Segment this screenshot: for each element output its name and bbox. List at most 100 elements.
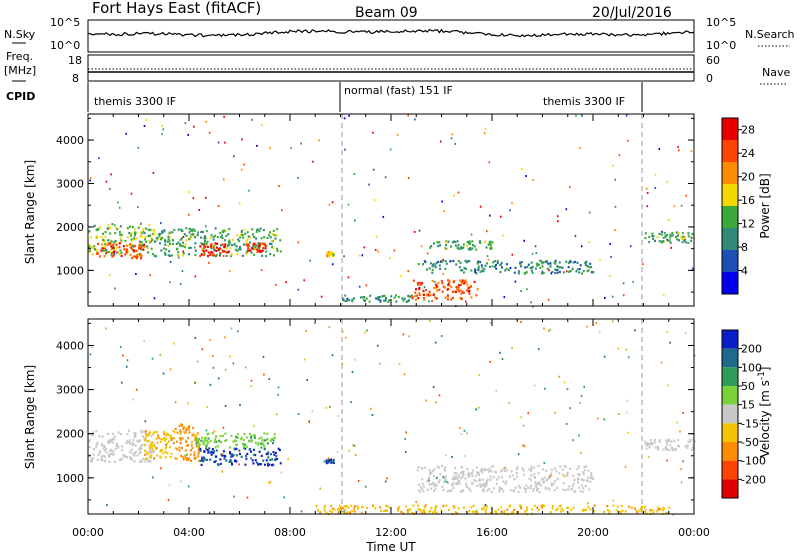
power-cell xyxy=(318,139,320,142)
power-cell xyxy=(237,248,240,251)
power-cell xyxy=(191,232,194,236)
velocity-cell xyxy=(655,510,658,513)
velocity-cell xyxy=(409,508,412,511)
power-cell xyxy=(258,249,261,252)
power-cell xyxy=(92,246,95,249)
power-cell xyxy=(211,245,214,248)
velocity-cell xyxy=(113,435,116,438)
velocity-cell xyxy=(110,448,113,451)
power-cell xyxy=(520,261,523,264)
power-cell xyxy=(426,294,428,297)
power-cell xyxy=(225,251,228,254)
power-cell xyxy=(546,260,548,263)
x-tick-label: 16:00 xyxy=(476,526,508,539)
velocity-cell xyxy=(497,476,500,479)
power-cell xyxy=(182,250,184,253)
velocity-cell xyxy=(254,459,257,462)
velocity-cell xyxy=(649,438,652,442)
velocity-cell xyxy=(588,488,591,491)
power-cell xyxy=(680,204,683,207)
power-cell xyxy=(96,235,99,238)
power-cell xyxy=(272,247,275,250)
power-cell xyxy=(423,293,425,296)
power-cell xyxy=(599,259,601,262)
power-cell xyxy=(118,246,121,249)
power-cell xyxy=(246,238,249,241)
x-tick-label: 00:00 xyxy=(72,526,104,539)
velocity-cell xyxy=(88,440,91,443)
power-cell xyxy=(114,232,117,235)
velocity-cell xyxy=(140,431,143,434)
power-cell xyxy=(109,242,112,245)
velocity-cell xyxy=(214,446,217,449)
power-cell xyxy=(326,254,329,257)
power-cell xyxy=(210,251,213,254)
velocity-cell xyxy=(144,449,146,452)
power-cell xyxy=(347,203,350,206)
power-cell xyxy=(112,248,115,251)
velocity-cell xyxy=(440,335,443,338)
power-cell xyxy=(432,263,435,266)
power-cell xyxy=(376,297,378,300)
power-cell xyxy=(126,227,129,230)
power-cell xyxy=(279,239,282,242)
power-cell xyxy=(414,291,417,294)
velocity-cell xyxy=(305,329,307,332)
velocity-cell xyxy=(176,457,179,460)
power-cell xyxy=(557,220,559,222)
velocity-cell xyxy=(125,365,128,368)
power-colorbar-block xyxy=(722,118,738,140)
velocity-cell xyxy=(222,453,224,455)
power-cell xyxy=(276,247,279,250)
velocity-cell xyxy=(478,374,480,377)
power-cell xyxy=(177,241,180,244)
velocity-cell xyxy=(603,418,606,421)
velocity-cell xyxy=(451,478,454,481)
power-cell xyxy=(346,299,348,302)
velocity-cell xyxy=(558,472,561,475)
velocity-cell xyxy=(91,433,94,436)
velocity-cell xyxy=(213,460,216,464)
power-cell xyxy=(259,242,262,245)
power-cell xyxy=(479,205,482,208)
power-cell xyxy=(217,205,220,207)
power-colorbar-block xyxy=(722,206,738,228)
velocity-cell xyxy=(513,477,516,481)
velocity-cell xyxy=(608,510,611,513)
velocity-cell xyxy=(120,433,123,436)
velocity-cell xyxy=(262,355,265,358)
velocity-cell xyxy=(183,426,185,429)
power-cell xyxy=(614,178,616,181)
power-cell xyxy=(131,244,134,247)
velocity-cell xyxy=(693,440,696,443)
velocity-cell xyxy=(541,478,544,481)
power-cell xyxy=(526,288,528,291)
power-cell xyxy=(447,283,450,286)
velocity-cell xyxy=(252,448,255,451)
power-cell xyxy=(171,254,173,257)
velocity-cell xyxy=(151,357,154,360)
power-cell xyxy=(579,264,582,267)
velocity-cell xyxy=(570,488,573,491)
velocity-cell xyxy=(689,438,692,441)
power-cell xyxy=(459,246,462,249)
velocity-cell xyxy=(426,488,429,491)
velocity-cell xyxy=(540,504,543,507)
date-label: 20/Jul/2016 xyxy=(592,5,672,21)
velocity-cell xyxy=(99,450,102,453)
velocity-cell xyxy=(255,461,258,464)
velocity-cell xyxy=(495,389,498,392)
power-cell xyxy=(247,246,250,250)
velocity-cell xyxy=(648,446,651,449)
power-cell xyxy=(203,246,206,249)
power-cell xyxy=(495,267,498,270)
power-cell xyxy=(574,235,577,238)
velocity-cell xyxy=(232,440,235,443)
velocity-cell xyxy=(438,394,441,397)
power-cell xyxy=(147,234,150,237)
power-cell xyxy=(530,269,533,272)
velocity-cell xyxy=(277,393,279,396)
power-cell xyxy=(188,227,191,231)
